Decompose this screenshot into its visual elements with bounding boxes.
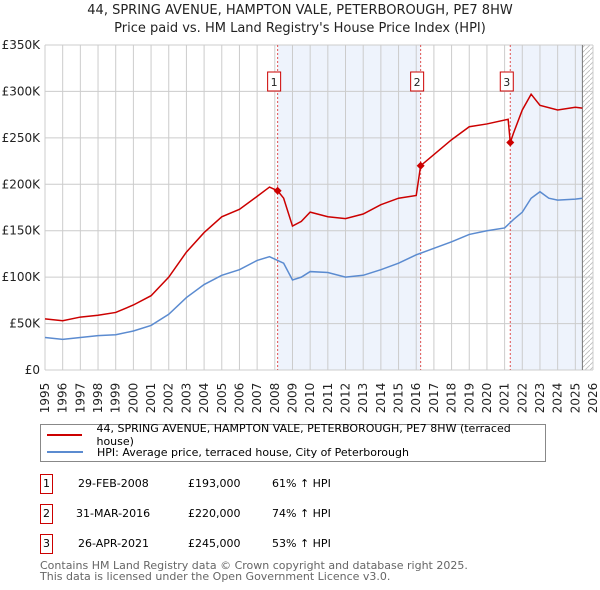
sale-marker-box bbox=[499, 71, 514, 92]
sale-marker-label: 1 bbox=[40, 474, 53, 494]
y-tick-label: £150K bbox=[2, 224, 42, 238]
x-tick-label: 2025 bbox=[568, 383, 582, 414]
sale-row: 1 29-FEB-2008 £193,000 61% ↑ HPI bbox=[40, 474, 440, 494]
sale-marker-text: 1 bbox=[271, 76, 278, 89]
x-tick-label: 1999 bbox=[109, 383, 123, 414]
x-tick-label: 2005 bbox=[215, 383, 229, 414]
x-tick-label: 2020 bbox=[480, 383, 494, 414]
x-tick-label: 2026 bbox=[586, 383, 600, 414]
y-tick-label: £250K bbox=[2, 131, 42, 145]
legend-label: HPI: Average price, terraced house, City… bbox=[97, 445, 409, 459]
x-tick-label: 2004 bbox=[197, 383, 211, 414]
sale-marker-label: 3 bbox=[40, 534, 53, 554]
sale-marker-text: 2 bbox=[414, 76, 421, 89]
y-tick-label: £0 bbox=[25, 363, 40, 377]
shaded-region bbox=[510, 45, 583, 370]
sale-row: 2 31-MAR-2016 £220,000 74% ↑ HPI bbox=[40, 504, 440, 524]
x-tick-label: 1996 bbox=[56, 383, 70, 414]
sale-date: 31-MAR-2016 bbox=[76, 507, 151, 520]
x-tick-label: 2012 bbox=[339, 383, 353, 414]
x-tick-label: 2013 bbox=[356, 383, 370, 414]
x-tick-label: 2015 bbox=[392, 383, 406, 414]
x-tick-label: 2007 bbox=[250, 383, 264, 414]
sale-price: £245,000 bbox=[188, 537, 241, 550]
x-tick-label: 2010 bbox=[303, 383, 317, 414]
x-tick-label: 2018 bbox=[445, 383, 459, 414]
x-tick-label: 2000 bbox=[126, 383, 140, 414]
shaded-region bbox=[277, 45, 421, 370]
future-hatch bbox=[582, 45, 593, 370]
y-tick-label: £100K bbox=[2, 270, 42, 284]
chart-subtitle: Price paid vs. HM Land Registry's House … bbox=[114, 21, 486, 36]
x-tick-label: 2001 bbox=[144, 383, 158, 414]
sale-marker-text: 3 bbox=[503, 76, 510, 89]
sale-marker-label: 2 bbox=[40, 504, 53, 524]
x-tick-label: 2022 bbox=[515, 383, 529, 414]
x-tick-label: 1998 bbox=[91, 383, 105, 414]
x-tick-label: 2009 bbox=[285, 383, 299, 414]
x-tick-label: 2019 bbox=[462, 383, 476, 414]
y-tick-label: £350K bbox=[2, 38, 42, 52]
legend-swatch bbox=[47, 451, 83, 453]
x-tick-label: 2017 bbox=[427, 383, 441, 414]
licence-notice: This data is licensed under the Open Gov… bbox=[40, 570, 391, 583]
y-tick-label: £300K bbox=[2, 84, 42, 98]
sale-row: 3 26-APR-2021 £245,000 53% ↑ HPI bbox=[40, 534, 440, 554]
x-tick-label: 2006 bbox=[232, 383, 246, 414]
sale-date: 26-APR-2021 bbox=[78, 537, 150, 550]
hpi-line bbox=[44, 190, 583, 341]
x-tick-label: 2008 bbox=[268, 383, 282, 414]
plot-area: 1995 1996 1997 1998 1999 2000 2001 2002 2003 2004… bbox=[2, 38, 600, 414]
property-price-line bbox=[44, 92, 583, 322]
legend-item-hpi: HPI: Average price, terraced house, City… bbox=[41, 444, 409, 460]
sale-date: 29-FEB-2008 bbox=[78, 477, 149, 490]
legend: 44, SPRING AVENUE, HAMPTON VALE, PETERBO… bbox=[40, 422, 546, 462]
sale-price: £220,000 bbox=[188, 507, 241, 520]
x-tick-label: 2024 bbox=[551, 383, 565, 414]
legend-label: 44, SPRING AVENUE, HAMPTON VALE, PETERBO… bbox=[96, 422, 511, 448]
sale-point bbox=[273, 186, 282, 195]
legend-swatch bbox=[47, 434, 83, 436]
chart-title: 44, SPRING AVENUE, HAMPTON VALE, PETERBO… bbox=[87, 3, 513, 18]
copyright-notice: Contains HM Land Registry data © Crown c… bbox=[40, 559, 468, 572]
x-tick-label: 2011 bbox=[321, 383, 335, 414]
y-tick-label: £50K bbox=[9, 317, 41, 331]
x-tick-label: 2023 bbox=[533, 383, 547, 414]
x-tick-label: 2003 bbox=[179, 383, 193, 414]
sale-price: £193,000 bbox=[188, 477, 241, 490]
sale-hpi: 61% ↑ HPI bbox=[272, 477, 331, 490]
x-tick-label: 2016 bbox=[409, 383, 423, 414]
sale-point bbox=[506, 138, 515, 147]
y-tick-label: £200K bbox=[2, 177, 42, 191]
x-tick-label: 1997 bbox=[73, 383, 87, 414]
x-tick-label: 2021 bbox=[498, 383, 512, 414]
sale-marker-box bbox=[267, 71, 282, 92]
x-tick-label: 2002 bbox=[162, 383, 176, 414]
sale-point bbox=[416, 161, 425, 170]
x-tick-label: 1995 bbox=[38, 383, 52, 414]
sale-hpi: 53% ↑ HPI bbox=[272, 537, 331, 550]
legend-item-property: 44, SPRING AVENUE, HAMPTON VALE, PETERBO… bbox=[41, 422, 545, 448]
sale-hpi: 74% ↑ HPI bbox=[272, 507, 331, 520]
sale-marker-box bbox=[410, 71, 425, 92]
x-tick-label: 2014 bbox=[374, 383, 388, 414]
